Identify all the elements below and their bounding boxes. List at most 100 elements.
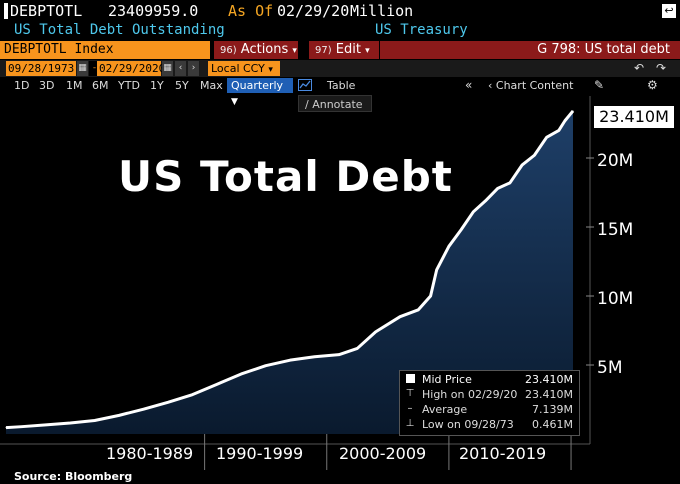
edit-label: Edit: [335, 42, 361, 57]
forward-arrow-icon[interactable]: ›: [188, 61, 199, 76]
x-category-label: 1990-1999: [216, 444, 304, 463]
frequency-select[interactable]: Quarterly ▼: [227, 78, 293, 107]
legend-row[interactable]: Mid Price 23.410M: [400, 373, 579, 387]
redo-icon[interactable]: ↷: [656, 61, 667, 75]
legend-row: – Average 7.139M: [400, 403, 579, 417]
x-category-label: 1980-1989: [106, 444, 194, 463]
data-point: [460, 229, 462, 231]
export-icon[interactable]: ↩: [662, 4, 676, 18]
security-header: DEBPTOTL 23409959.0 As Of 02/29/20 Milli…: [0, 0, 680, 23]
pencil-icon: ∕: [305, 98, 309, 111]
chart-title: US Total Debt: [118, 152, 453, 201]
last-value: 23409959.0: [108, 2, 199, 20]
data-point: [558, 129, 560, 131]
start-date-input[interactable]: 09/28/1973: [6, 61, 76, 76]
legend-label: Low on 09/28/73: [422, 418, 514, 431]
data-point: [448, 245, 450, 247]
chart-content-button[interactable]: ‹ Chart Content: [488, 79, 573, 92]
edit-menu[interactable]: 97) Edit ▾: [309, 41, 379, 59]
chevron-down-icon: ▾: [292, 46, 297, 56]
chevron-down-icon: ▾: [365, 46, 370, 56]
actions-menu[interactable]: 96) Actions ▾: [214, 41, 298, 59]
legend-row: ⊥ Low on 09/28/73 0.461M: [400, 418, 579, 432]
chart-content-label: Chart Content: [495, 79, 574, 92]
legend-value: 7.139M: [532, 403, 573, 416]
data-point: [399, 316, 401, 318]
period-1d[interactable]: 1D: [14, 79, 30, 92]
currency-value: Local CCY: [211, 62, 265, 75]
dash-separator: -: [89, 61, 100, 76]
actions-label: Actions: [240, 42, 289, 57]
y-tick-label: 20M: [597, 151, 634, 171]
period-5y[interactable]: 5Y: [175, 79, 189, 92]
graph-title: G 798: US total debt: [380, 41, 680, 59]
data-point: [436, 269, 438, 271]
gear-icon[interactable]: ⚙: [647, 78, 658, 92]
period-bar: 1D 3D 1M 6M YTD 1Y 5Y Max Quarterly ▼ Ta…: [0, 77, 680, 107]
double-chevron-left-icon[interactable]: «: [465, 78, 473, 92]
legend-label: Mid Price: [422, 373, 472, 386]
last-value-label: 23.410M: [594, 106, 674, 128]
annotate-button[interactable]: ∕ Annotate: [298, 95, 372, 112]
as-of-date: 02/29/20: [277, 2, 350, 20]
data-point: [69, 422, 71, 424]
legend-value: 0.461M: [532, 418, 573, 431]
chart-canvas: [0, 96, 594, 470]
index-field[interactable]: DEBPTOTL Index: [0, 41, 210, 59]
end-date-input[interactable]: 02/29/2020: [97, 61, 166, 76]
data-point: [564, 120, 566, 122]
date-range-bar: 09/28/1973 ▦ - 02/29/2020 ▦ ‹ › Local CC…: [0, 60, 680, 77]
currency-select[interactable]: Local CCY ▾: [208, 61, 280, 76]
data-point: [240, 373, 242, 375]
actions-shortcut: 96): [220, 45, 237, 56]
checkbox-icon[interactable]: [405, 374, 415, 386]
data-point: [338, 354, 340, 356]
back-arrow-icon[interactable]: ‹: [175, 61, 186, 76]
y-tick-label: 10M: [597, 289, 634, 309]
data-point: [509, 182, 511, 184]
undo-icon[interactable]: ↶: [634, 61, 645, 75]
legend-label: Average: [422, 403, 468, 416]
table-tab[interactable]: Table: [327, 79, 356, 92]
data-point: [143, 408, 145, 410]
y-tick-label: 15M: [597, 220, 634, 240]
chart-legend: Mid Price 23.410M ⊤ High on 02/29/20 23.…: [399, 370, 580, 436]
data-point: [20, 426, 22, 428]
data-point: [572, 110, 574, 112]
x-category-label: 2010-2019: [459, 444, 547, 463]
period-1y[interactable]: 1Y: [150, 79, 164, 92]
line-chart-icon[interactable]: [298, 79, 312, 91]
data-point: [167, 401, 169, 403]
period-3d[interactable]: 3D: [39, 79, 55, 92]
data-point: [472, 211, 474, 213]
pencil-icon[interactable]: ✎: [594, 78, 605, 92]
average-marker-icon: –: [407, 403, 413, 414]
annotate-label: Annotate: [312, 98, 363, 111]
data-point: [521, 164, 523, 166]
period-1m[interactable]: 1M: [66, 79, 83, 92]
data-point: [356, 347, 358, 349]
data-point: [430, 295, 432, 297]
security-source: US Treasury: [375, 22, 468, 38]
graph-toolbar: DEBPTOTL Index 96) Actions ▾ 97) Edit ▾ …: [0, 41, 680, 59]
period-max[interactable]: Max: [200, 79, 223, 92]
legend-value: 23.410M: [525, 373, 573, 386]
data-point: [265, 365, 267, 367]
calendar-icon[interactable]: ▦: [77, 61, 88, 76]
data-point: [289, 359, 291, 361]
period-6m[interactable]: 6M: [92, 79, 109, 92]
legend-label: High on 02/29/20: [422, 388, 518, 401]
data-point: [314, 356, 316, 358]
header-marker: [4, 3, 8, 19]
source-footer: Source: Bloomberg: [14, 470, 133, 483]
edit-shortcut: 97): [315, 45, 332, 56]
calendar-icon[interactable]: ▦: [162, 61, 173, 76]
y-tick-label: 5M: [597, 358, 623, 378]
x-category-label: 2000-2009: [339, 444, 427, 463]
data-point: [191, 394, 193, 396]
data-point: [45, 424, 47, 426]
period-ytd[interactable]: YTD: [118, 79, 140, 92]
chevron-down-icon: ▼: [231, 97, 238, 107]
data-point: [216, 383, 218, 385]
chevron-down-icon: ▾: [268, 65, 273, 75]
